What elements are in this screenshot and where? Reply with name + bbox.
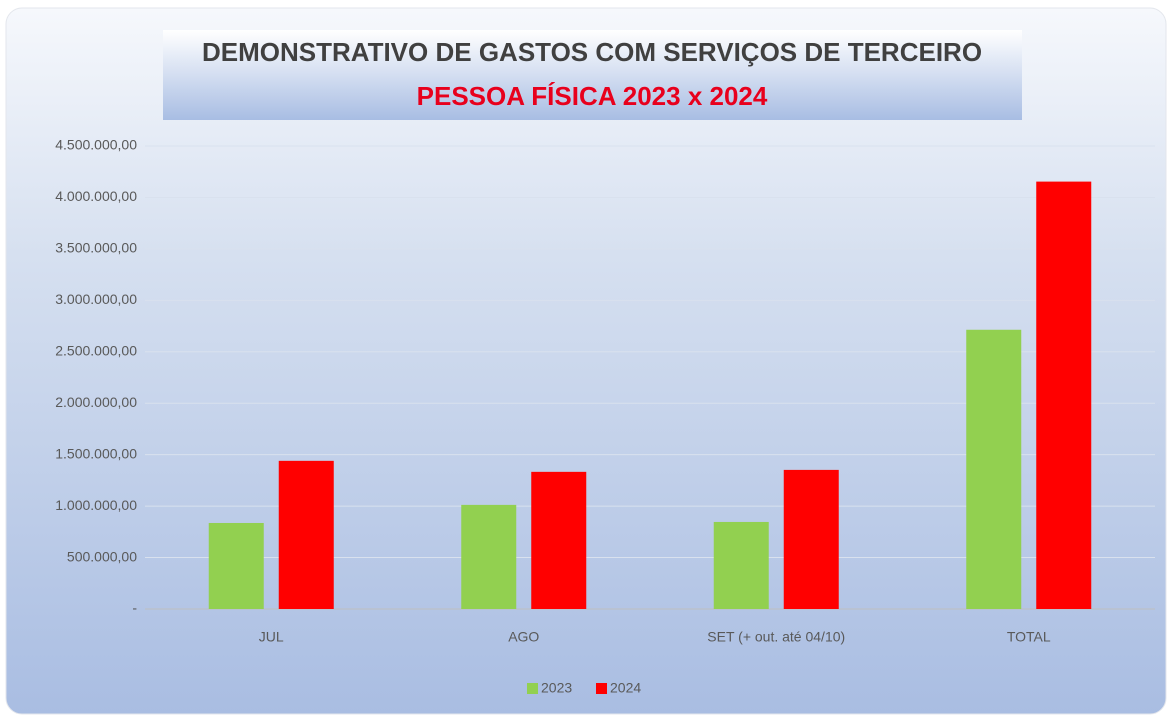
bar — [783, 469, 839, 609]
legend-swatch — [596, 683, 607, 694]
x-tick-label: TOTAL — [1007, 629, 1051, 645]
bar — [208, 522, 264, 609]
y-tick-label: 3.500.000,00 — [55, 240, 137, 256]
chart-title: DEMONSTRATIVO DE GASTOS COM SERVIÇOS DE … — [202, 37, 982, 67]
legend-swatch — [527, 683, 538, 694]
y-tick-label: 3.000.000,00 — [55, 291, 137, 307]
y-tick-label: 500.000,00 — [67, 548, 137, 564]
chart-subtitle: PESSOA FÍSICA 2023 x 2024 — [417, 81, 768, 111]
y-tick-label: 2.000.000,00 — [55, 394, 137, 410]
x-tick-label: SET (+ out. até 04/10) — [707, 629, 845, 645]
title-box — [163, 30, 1022, 120]
y-tick-label: 4.000.000,00 — [55, 188, 137, 204]
y-tick-label: 2.500.000,00 — [55, 342, 137, 358]
legend-label: 2023 — [541, 680, 572, 696]
bar — [713, 521, 769, 609]
y-tick-label: - — [132, 600, 137, 616]
bar — [278, 460, 334, 609]
y-tick-label: 1.000.000,00 — [55, 497, 137, 513]
x-tick-label: JUL — [259, 629, 284, 645]
y-tick-label: 1.500.000,00 — [55, 445, 137, 461]
y-tick-label: 4.500.000,00 — [55, 137, 137, 153]
bar — [531, 471, 587, 609]
x-tick-label: AGO — [508, 629, 539, 645]
bar — [461, 504, 517, 609]
legend-label: 2024 — [610, 680, 641, 696]
bar — [966, 329, 1022, 609]
bar — [1036, 181, 1092, 609]
